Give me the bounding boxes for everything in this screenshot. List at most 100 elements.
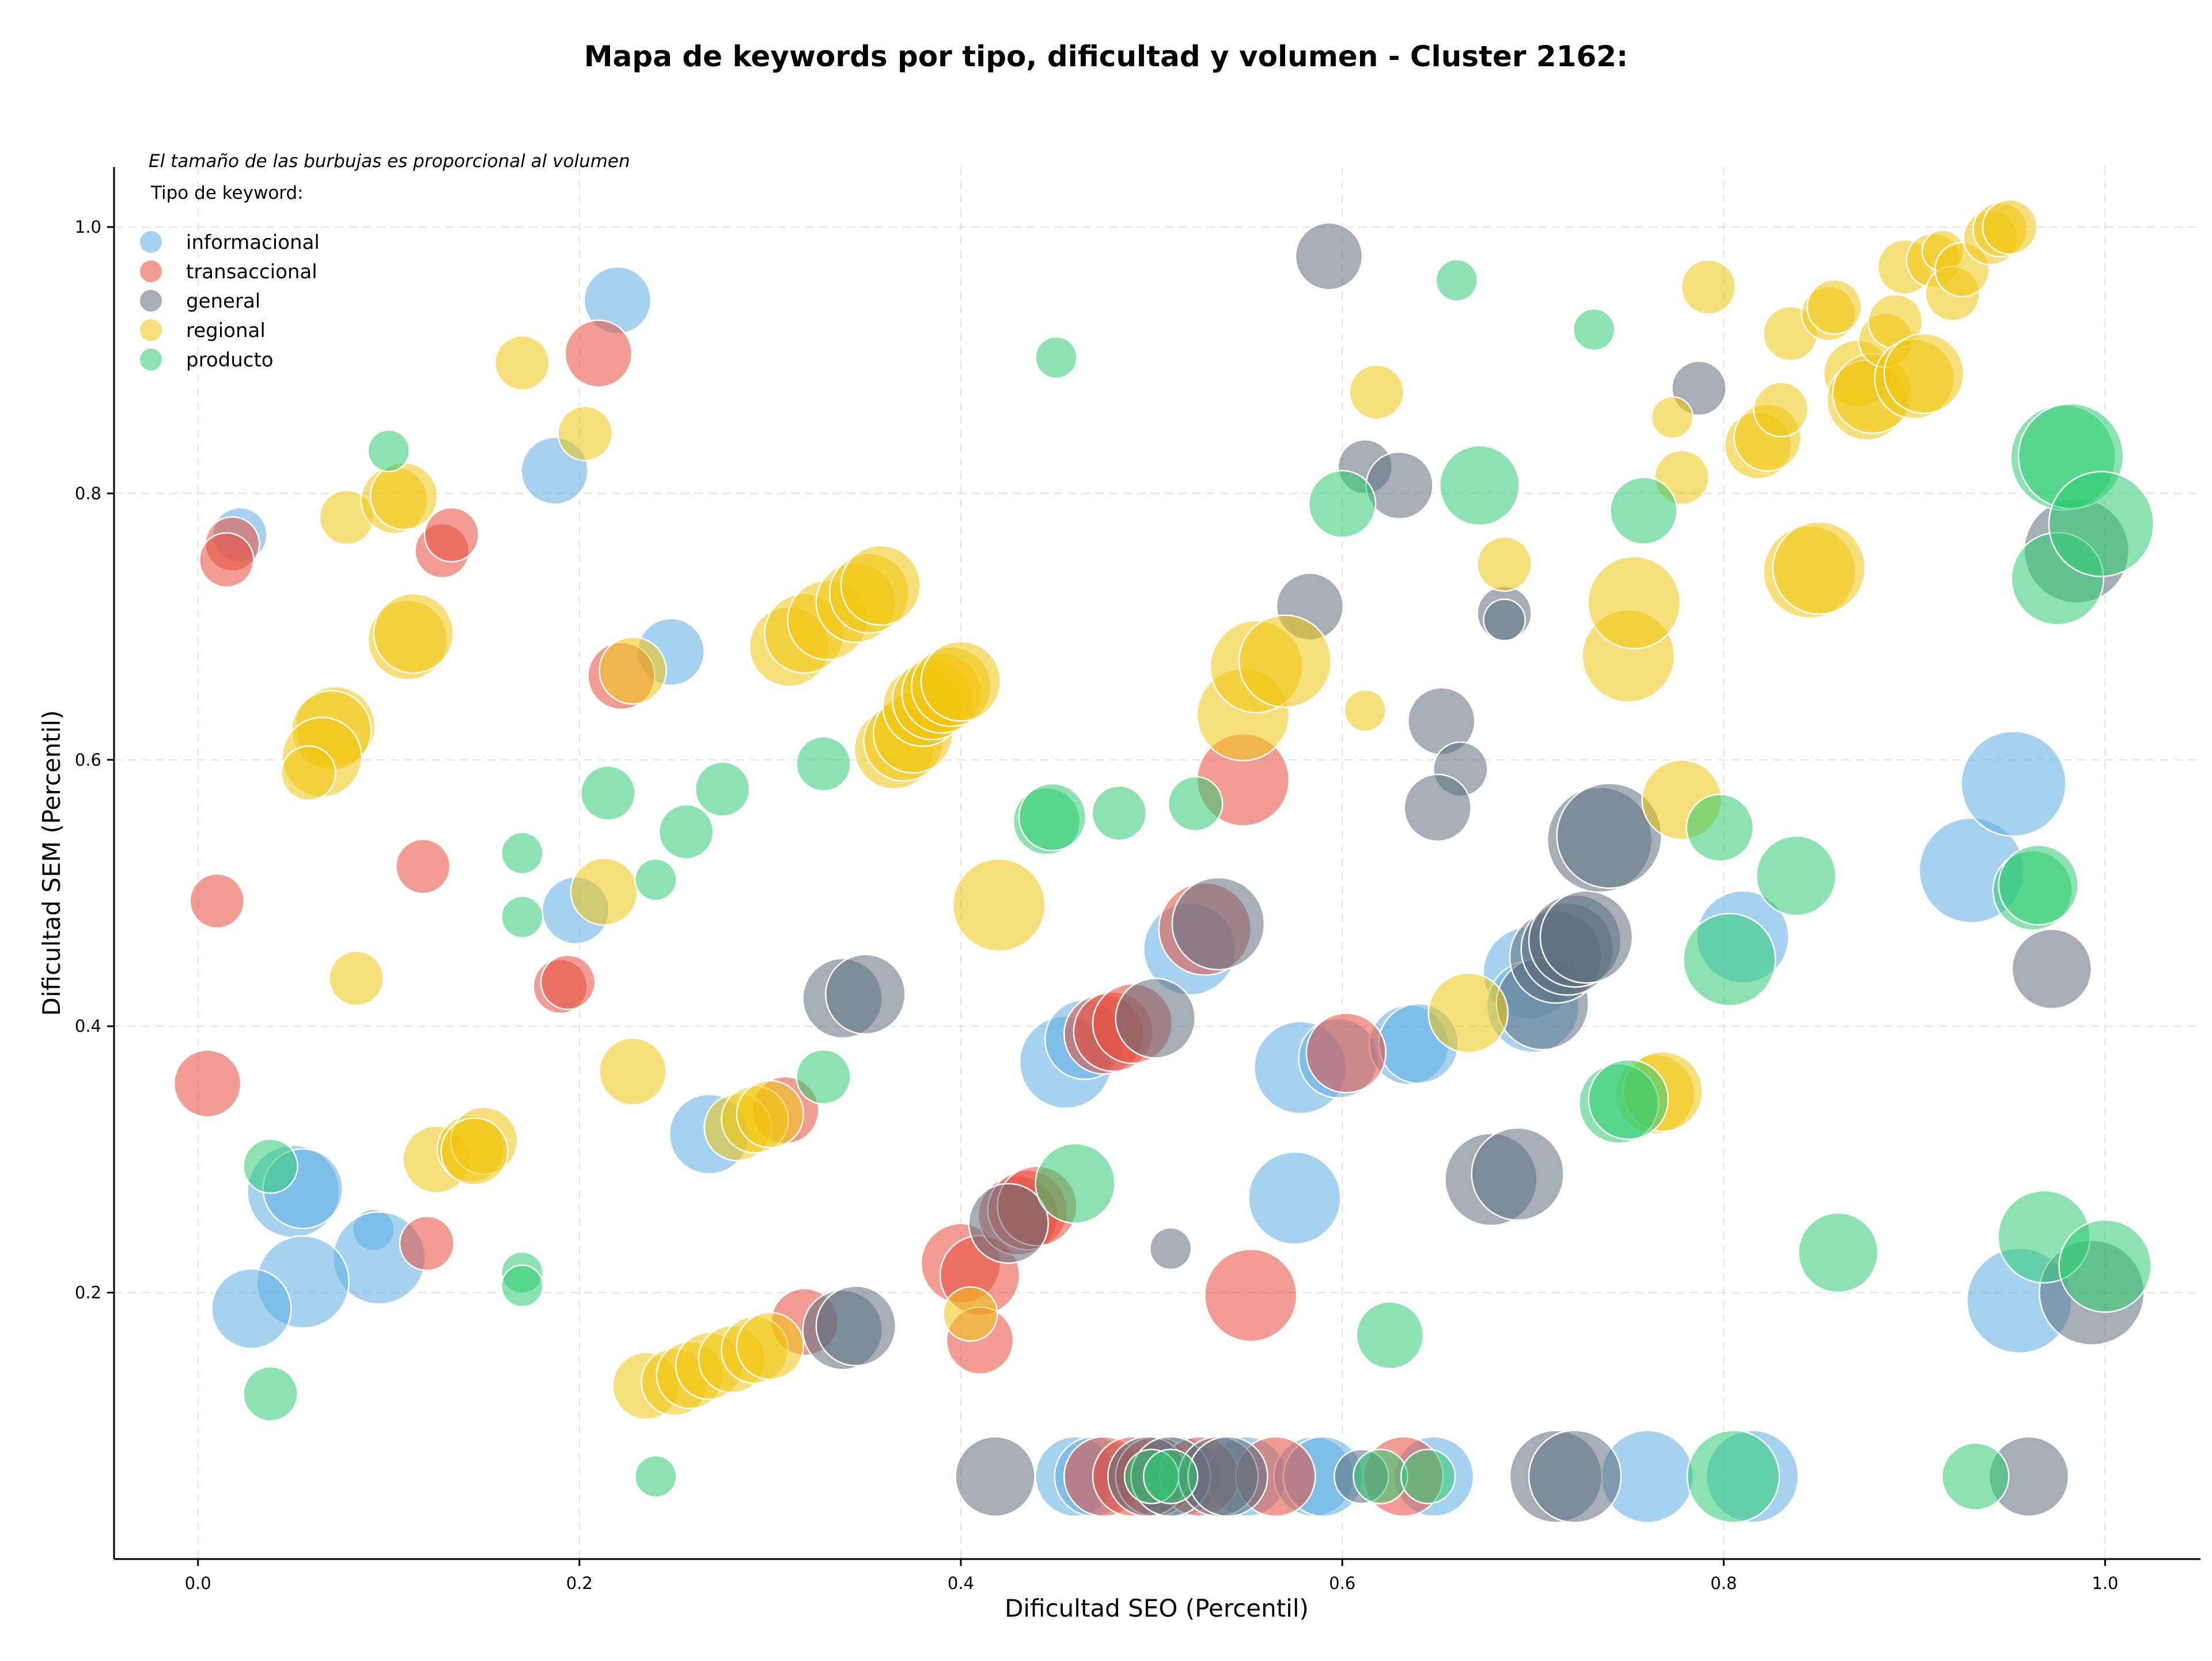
bubble-producto xyxy=(658,804,714,860)
legend-label: transaccional xyxy=(186,260,317,283)
bubble-regional xyxy=(1427,972,1509,1054)
bubble-regional xyxy=(1238,614,1332,708)
bubble-general xyxy=(825,954,906,1035)
bubble-producto xyxy=(367,429,411,472)
bubble-regional xyxy=(1476,536,1532,592)
legend-item-transaccional: transaccional xyxy=(140,260,317,283)
bubble-producto xyxy=(1941,1442,2010,1511)
bubble-producto xyxy=(501,895,544,939)
legend-marker xyxy=(140,319,162,341)
bubble-producto xyxy=(796,1049,851,1105)
bubble-regional xyxy=(599,636,667,705)
series-general xyxy=(802,222,2145,1523)
bubble-producto xyxy=(1035,336,1078,379)
bubble-transaccional xyxy=(1305,1012,1387,1094)
bubble-general xyxy=(955,1436,1036,1517)
bubble-transaccional xyxy=(423,506,480,563)
bubble-producto xyxy=(1035,1142,1116,1224)
series-producto xyxy=(243,259,2155,1523)
bubble-regional xyxy=(1806,279,1862,335)
bubble-producto xyxy=(634,1455,677,1498)
bubble-producto xyxy=(796,736,851,792)
bubble-producto xyxy=(1686,1429,1781,1523)
x-tick-label: 0.8 xyxy=(1710,1573,1737,1593)
bubble-general xyxy=(2011,928,2093,1010)
legend-marker xyxy=(140,290,162,312)
bubble-producto xyxy=(501,1264,544,1308)
bubble-producto xyxy=(1167,775,1224,832)
bubble-general xyxy=(1294,222,1363,291)
bubble-regional xyxy=(952,858,1046,952)
bubble-transaccional xyxy=(540,954,596,1011)
bubble-transaccional xyxy=(189,873,245,929)
legend-marker xyxy=(140,260,162,282)
bubble-transaccional xyxy=(395,838,451,895)
ticks: 0.0 0.2 0.4 0.6 0.8 1.0 0.2 0.4 0.6 0.8 1.0 xyxy=(75,217,2119,1593)
bubble-producto xyxy=(243,1138,298,1194)
bubble-producto xyxy=(1400,1448,1456,1504)
bubble-regional xyxy=(920,641,1002,722)
bubble-producto xyxy=(1439,445,1520,526)
bubble-general xyxy=(1149,1227,1192,1270)
bubble-producto xyxy=(1755,835,1837,917)
bubble-transaccional xyxy=(1203,1248,1298,1342)
bubble-regional xyxy=(599,1037,667,1106)
legend-item-general: general xyxy=(140,290,260,313)
bubble-informacional xyxy=(1960,731,2067,837)
bubble-informacional xyxy=(1248,1151,1342,1245)
legend: informacional transaccional general regiona… xyxy=(140,231,320,372)
bubble-producto xyxy=(634,858,677,902)
x-tick-label: 0.2 xyxy=(566,1573,593,1593)
bubbles xyxy=(173,199,2155,1523)
y-tick-label: 0.8 xyxy=(75,483,101,503)
axes xyxy=(113,167,2200,1560)
bubble-transaccional xyxy=(564,319,633,388)
bubble-regional xyxy=(328,950,384,1007)
bubble-general xyxy=(1556,782,1662,889)
bubble-regional xyxy=(1680,259,1737,315)
bubble-general xyxy=(815,1285,897,1367)
bubble-general xyxy=(1171,876,1266,971)
bubble-producto xyxy=(2048,471,2155,577)
x-tick-label: 0.4 xyxy=(948,1573,974,1593)
bubble-transaccional xyxy=(173,1049,242,1118)
bubble-general xyxy=(1528,1429,1622,1523)
bubble-regional xyxy=(1772,521,1866,615)
bubble-producto xyxy=(243,1366,298,1422)
bubble-regional xyxy=(736,1311,805,1380)
bubble-producto xyxy=(2058,1219,2152,1313)
bubble-producto xyxy=(1142,1448,1199,1504)
bubble-producto xyxy=(1998,844,2079,926)
bubble-general xyxy=(1115,978,1196,1059)
bubble-producto xyxy=(1308,470,1377,539)
y-tick-label: 0.4 xyxy=(75,1016,101,1036)
bubble-producto xyxy=(1353,1448,1408,1504)
legend-item-informacional: informacional xyxy=(140,231,320,254)
bubble-informacional xyxy=(211,1268,292,1349)
bubble-producto xyxy=(1435,259,1479,302)
bubble-producto xyxy=(1091,785,1147,841)
bubble-regional xyxy=(840,544,922,626)
bubble-producto xyxy=(1355,1301,1425,1369)
legend-item-regional: regional xyxy=(140,319,266,342)
bubble-regional xyxy=(570,857,639,926)
bubble-transaccional xyxy=(399,1215,455,1272)
bubble-regional xyxy=(494,335,550,391)
bubble-general xyxy=(968,1183,1050,1264)
bubble-regional xyxy=(1883,333,1965,414)
bubble-transaccional xyxy=(199,532,255,588)
bubble-regional xyxy=(1982,199,2038,255)
bubble-general xyxy=(1187,1436,1268,1517)
y-axis-label: Dificultad SEM (Percentil) xyxy=(37,710,66,1016)
legend-label: regional xyxy=(186,319,266,342)
bubble-producto xyxy=(1685,793,1754,862)
x-tick-label: 0.6 xyxy=(1329,1573,1355,1593)
y-tick-label: 0.6 xyxy=(75,750,101,770)
bubble-regional xyxy=(1753,381,1809,438)
legend-marker xyxy=(140,349,162,370)
y-tick-label: 1.0 xyxy=(75,217,101,237)
bubble-regional xyxy=(1343,689,1387,732)
bubble-regional xyxy=(942,1286,998,1342)
legend-marker xyxy=(140,231,162,253)
